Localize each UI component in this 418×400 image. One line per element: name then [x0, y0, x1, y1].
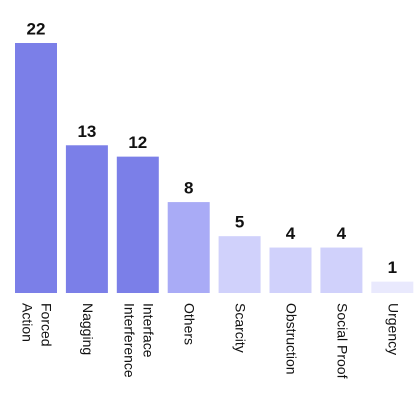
- value-label: 8: [184, 179, 193, 198]
- value-label: 13: [77, 122, 96, 141]
- bar: [167, 202, 210, 293]
- bar: [371, 281, 414, 293]
- value-label: 4: [337, 224, 347, 243]
- x-tick-label: Nagging: [80, 303, 96, 355]
- bar: [116, 156, 159, 293]
- x-tick-label: ForcedAction: [20, 303, 55, 347]
- bar: [15, 43, 57, 293]
- x-tick-label: Others: [182, 303, 198, 345]
- bar: [218, 236, 261, 293]
- value-label: 22: [27, 19, 46, 38]
- value-label: 5: [235, 213, 244, 232]
- x-tick-label: Urgency: [386, 303, 402, 355]
- value-label: 12: [128, 133, 147, 152]
- x-tick-label: Social Proof: [335, 303, 351, 379]
- bar: [269, 247, 312, 293]
- bar: [65, 145, 108, 293]
- bar: [320, 247, 363, 293]
- x-tick-label: InterfaceInterference: [122, 303, 157, 378]
- value-label: 4: [286, 224, 296, 243]
- value-label: 1: [388, 258, 397, 277]
- x-tick-label: Obstruction: [284, 303, 300, 375]
- x-tick-label: Scarcity: [233, 303, 249, 353]
